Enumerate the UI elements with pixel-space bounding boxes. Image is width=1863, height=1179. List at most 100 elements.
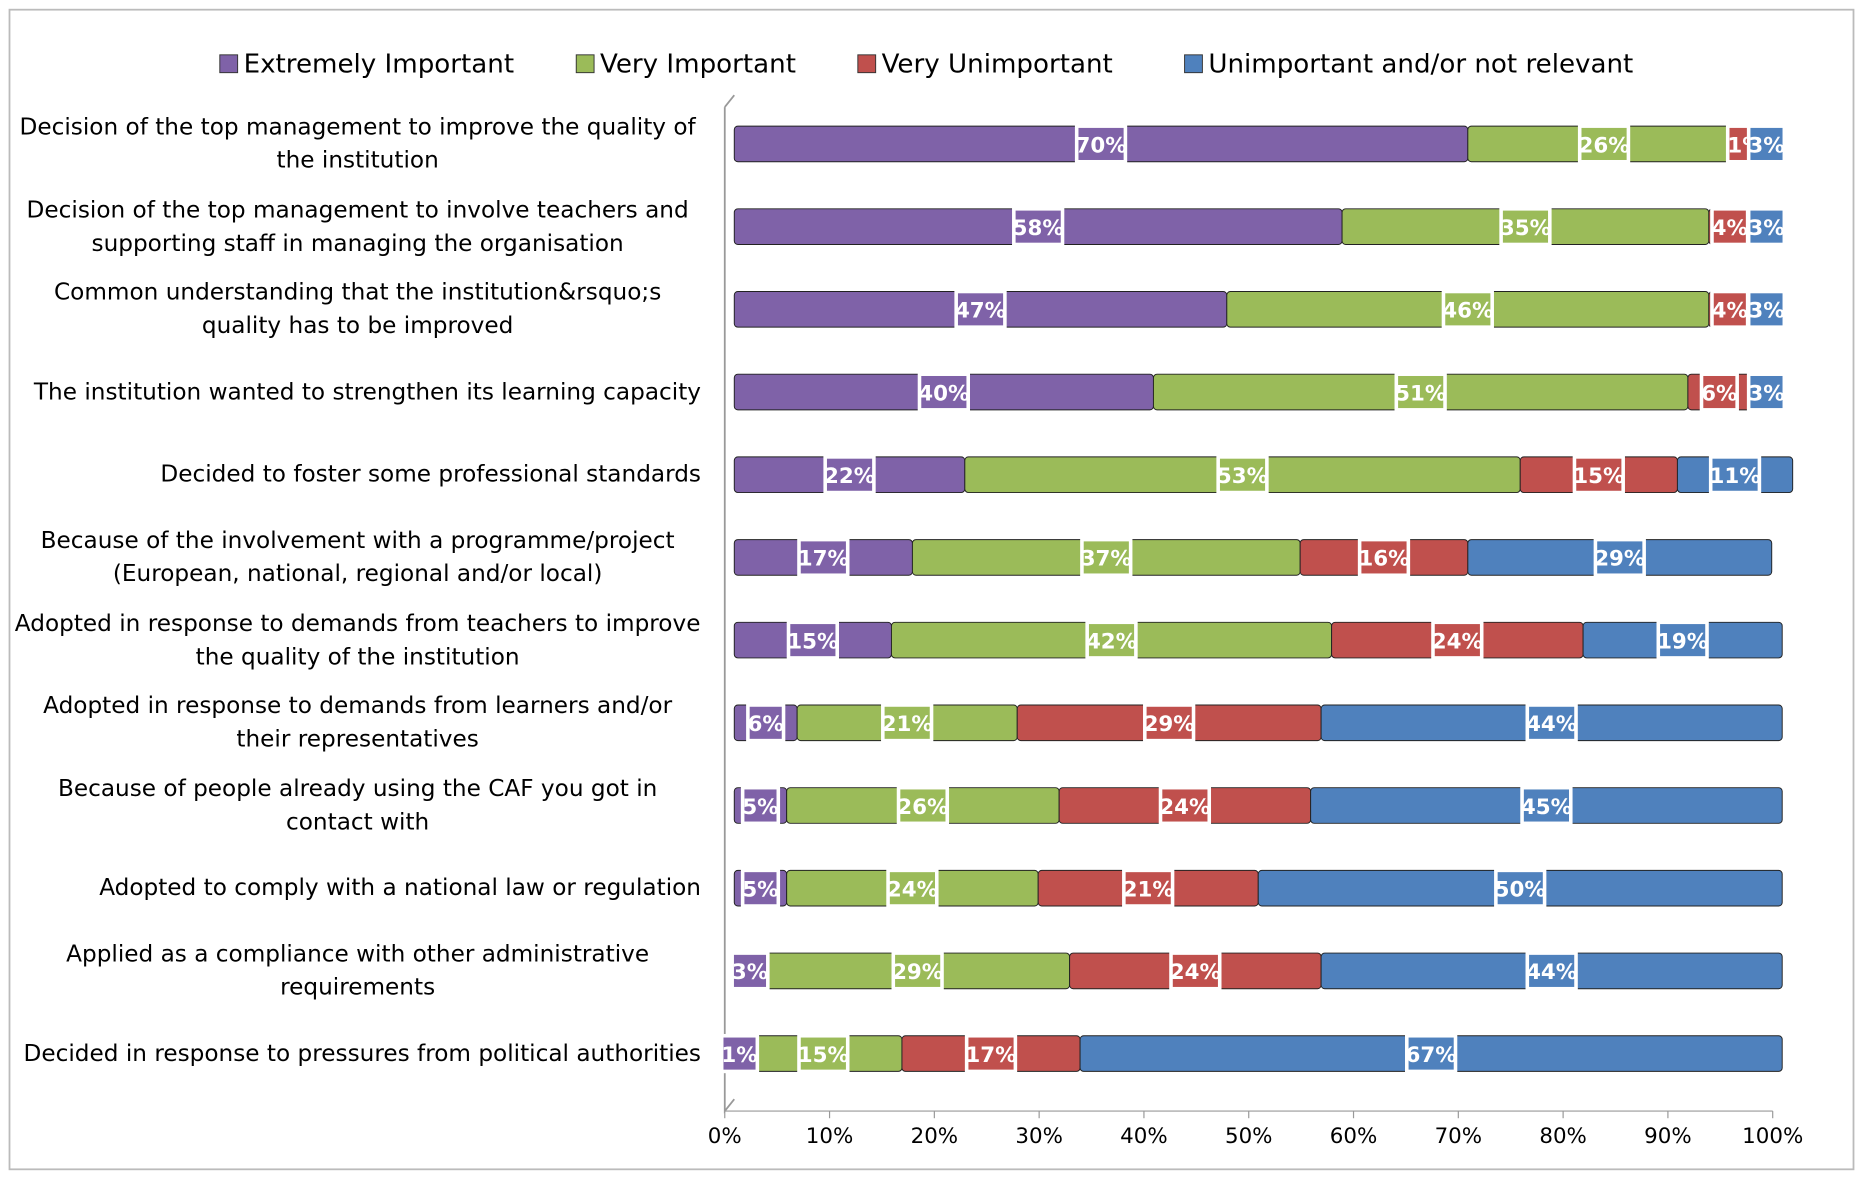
data-label-box <box>1158 785 1212 826</box>
data-label: 50% <box>1495 878 1546 903</box>
category-text: Because of the involvement with a progra… <box>40 526 675 588</box>
data-label-box <box>1746 372 1787 412</box>
category-label: Decision of the top management to improv… <box>14 102 701 185</box>
data-label-box <box>1216 455 1269 495</box>
legend-swatch <box>219 54 239 74</box>
data-label: 26% <box>897 795 948 820</box>
legend-swatch <box>1184 54 1203 74</box>
data-label-box <box>1074 124 1128 164</box>
x-tick-label: 90% <box>1644 1124 1692 1149</box>
data-label-box <box>746 703 786 743</box>
data-label: 17% <box>965 1043 1016 1068</box>
category-label: Decision of the top management to involv… <box>14 185 701 268</box>
category-text: Adopted in response to demands from lear… <box>43 691 673 753</box>
data-label-box <box>896 785 950 826</box>
data-label-box <box>1499 207 1552 247</box>
data-label-box <box>1710 207 1750 247</box>
x-tick-label: 30% <box>1015 1124 1063 1149</box>
x-tick-label: 40% <box>1120 1124 1168 1149</box>
data-label: 6% <box>748 712 784 737</box>
data-label: 40% <box>918 381 969 406</box>
category-text: Decision of the top management to involv… <box>26 195 689 257</box>
data-label-box <box>964 1033 1018 1074</box>
category-text: Adopted in response to demands from teac… <box>14 609 701 670</box>
data-label-box <box>1656 620 1709 660</box>
category-text: Because of people already using the CAF … <box>57 774 658 836</box>
data-label: 5% <box>742 795 778 820</box>
category-label-box: Adopted to comply with a national law or… <box>14 847 701 930</box>
data-label-box <box>1699 372 1739 412</box>
category-label-box: Applied as a compliance with other admin… <box>14 929 701 1012</box>
data-label: 3% <box>1748 216 1784 241</box>
category-label-box: The institution wanted to strengthen its… <box>14 350 701 433</box>
data-label-box <box>786 620 840 660</box>
data-label-box <box>1746 289 1787 329</box>
data-label-box <box>1169 951 1222 991</box>
data-label: 53% <box>1217 464 1268 489</box>
category-label: Decided in response to pressures from po… <box>14 1012 701 1095</box>
data-label: 29% <box>892 960 943 985</box>
category-label: Adopted to comply with a national law or… <box>14 847 701 930</box>
category-label: The institution wanted to strengthen its… <box>14 350 701 433</box>
category-label-box: Decision of the top management to involv… <box>14 185 701 268</box>
data-label-box <box>740 868 781 908</box>
data-label-box <box>1405 1033 1458 1074</box>
data-label: 37% <box>1081 547 1132 572</box>
data-label: 24% <box>1170 960 1221 985</box>
category-text: Common understanding that the institutio… <box>53 278 662 340</box>
category-label-box: Decided to foster some professional stan… <box>14 433 701 516</box>
category-label-box: Because of the involvement with a progra… <box>14 516 701 599</box>
data-label: 70% <box>1075 133 1126 158</box>
data-label-box <box>1441 289 1494 329</box>
data-label-box <box>881 703 934 743</box>
category-text: Applied as a compliance with other admin… <box>66 940 650 1001</box>
data-label: 51% <box>1395 381 1446 406</box>
category-label-box: Decision of the top management to improv… <box>14 102 701 185</box>
data-label: 58% <box>1013 216 1064 241</box>
legend-swatch <box>857 54 877 74</box>
data-label-box <box>823 455 876 495</box>
category-text: Decided to foster some professional stan… <box>160 460 702 488</box>
data-label: 1% <box>721 1043 757 1068</box>
category-label-box: Decided in response to pressures from po… <box>14 1012 701 1095</box>
data-label-box <box>1572 455 1625 495</box>
data-label-box <box>797 537 850 578</box>
data-label-box <box>1357 537 1411 578</box>
data-label-box <box>1708 455 1762 495</box>
category-text: Decision of the top management to improv… <box>19 113 696 174</box>
category-label: Common understanding that the institutio… <box>14 268 701 351</box>
data-label: 24% <box>887 878 938 903</box>
x-tick-label: 20% <box>911 1124 959 1149</box>
data-label-box <box>1012 207 1065 247</box>
data-label: 24% <box>1432 629 1483 654</box>
x-tick-label: 10% <box>806 1124 854 1149</box>
category-label-box: Common understanding that the institutio… <box>14 268 701 351</box>
data-label: 3% <box>732 960 768 985</box>
data-label-box <box>1394 372 1447 412</box>
data-label: 3% <box>1748 133 1784 158</box>
category-text: The institution wanted to strengthen its… <box>33 377 702 406</box>
data-label-box <box>1525 951 1578 991</box>
category-label: Applied as a compliance with other admin… <box>14 929 701 1012</box>
category-label: Adopted in response to demands from lear… <box>14 681 701 764</box>
x-tick-label: 80% <box>1539 1124 1587 1149</box>
data-label: 22% <box>824 464 875 489</box>
data-label-box <box>1122 868 1175 908</box>
x-tick-label: 50% <box>1225 1124 1273 1149</box>
category-label-box: Adopted in response to demands from lear… <box>14 681 701 764</box>
category-label: Decided to foster some professional stan… <box>14 433 701 516</box>
category-label: Adopted in response to demands from teac… <box>14 609 701 670</box>
data-label-box <box>1494 868 1547 908</box>
category-text: Adopted to comply with a national law or… <box>99 873 702 902</box>
data-label: 26% <box>1578 133 1629 158</box>
legend-label: Very Unimportant <box>882 50 1113 80</box>
data-label: 19% <box>1657 629 1708 654</box>
legend-label: Extremely Important <box>244 50 515 80</box>
data-label-box <box>1577 124 1631 164</box>
data-label: 29% <box>1144 712 1195 737</box>
data-label: 29% <box>1594 547 1645 572</box>
data-label: 67% <box>1406 1043 1457 1068</box>
data-label: 44% <box>1526 960 1577 985</box>
data-label-box <box>917 372 970 412</box>
data-label: 3% <box>1748 381 1784 406</box>
